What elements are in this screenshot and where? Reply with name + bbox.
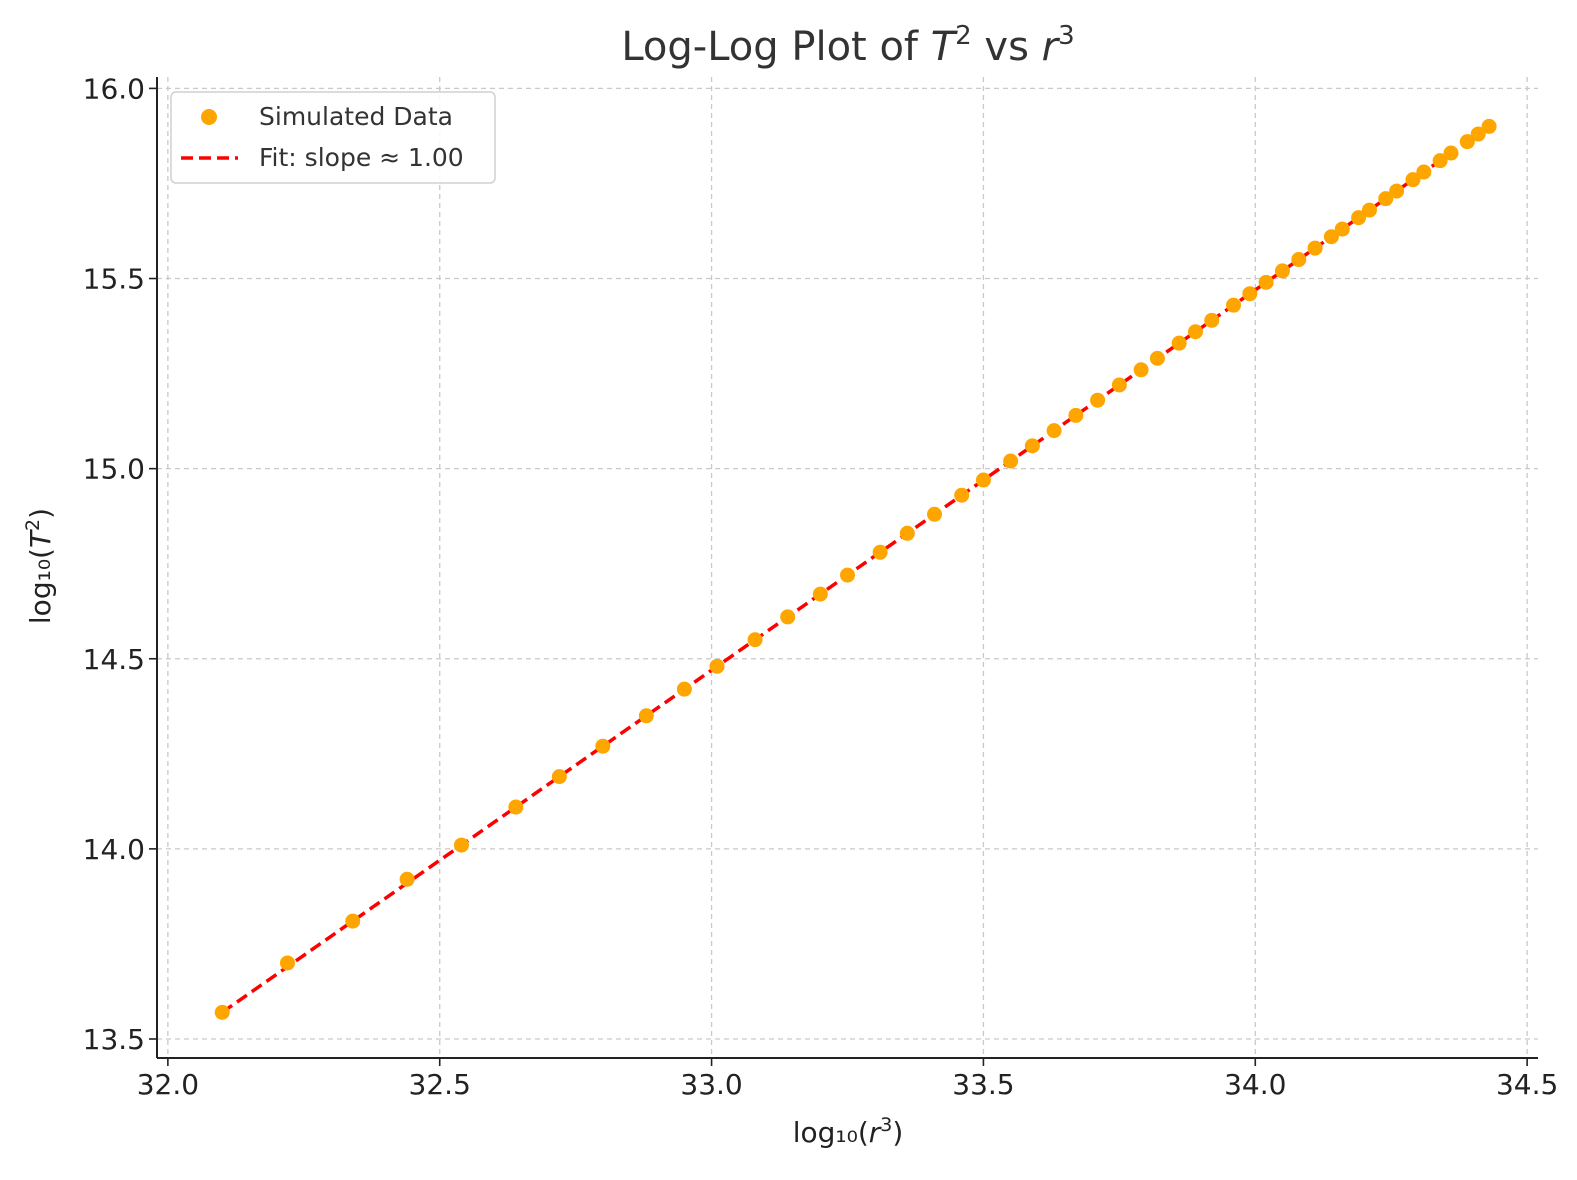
data-point: [1416, 164, 1432, 180]
legend-label-simulated-data: Simulated Data: [259, 102, 453, 131]
x-tick-label: 32.5: [409, 1068, 471, 1101]
data-point: [1068, 407, 1084, 423]
data-point: [1133, 362, 1149, 378]
legend-frame: [170, 91, 496, 184]
x-tick-label: 34.5: [1496, 1068, 1558, 1101]
data-point: [1459, 134, 1475, 150]
data-point: [812, 586, 828, 602]
data-point: [1242, 286, 1258, 302]
y-axis-label: log₁₀(T2): [22, 508, 57, 624]
data-point: [1323, 229, 1339, 245]
data-point: [1171, 335, 1187, 351]
chart-title: Log-Log Plot of T2 vs r3: [621, 21, 1074, 70]
legend: Simulated Data Fit: slope ≈ 1.00: [170, 91, 496, 184]
data-point: [595, 738, 611, 754]
data-point: [975, 472, 991, 488]
legend-label-fit: Fit: slope ≈ 1.00: [259, 143, 464, 172]
legend-marker-simulated-data: [201, 109, 217, 125]
x-tick-label: 32.0: [137, 1068, 199, 1101]
data-points-layer: [214, 118, 1497, 1020]
y-ticks: 13.5 14.0 14.5 15.0 15.5 16.0: [83, 72, 157, 1056]
x-axis-label: log₁₀(r3): [793, 1114, 904, 1149]
data-point: [926, 506, 942, 522]
data-point: [1361, 202, 1377, 218]
y-tick-label: 15.5: [83, 263, 145, 296]
data-point: [1046, 423, 1062, 439]
data-point: [954, 487, 970, 503]
data-point: [1432, 153, 1448, 169]
y-tick-label: 14.0: [83, 833, 145, 866]
data-point: [1204, 312, 1220, 328]
data-point: [399, 871, 415, 887]
data-point: [1405, 172, 1421, 188]
data-point: [1258, 274, 1274, 290]
data-point: [676, 681, 692, 697]
data-point: [899, 525, 915, 541]
data-point: [840, 567, 855, 583]
data-point: [1378, 191, 1394, 207]
data-point: [1187, 324, 1203, 340]
data-point: [1003, 453, 1019, 469]
x-ticks: 32.0 32.5 33.0 33.5 34.0 34.5: [137, 1058, 1558, 1101]
data-point: [1291, 252, 1307, 268]
data-point: [1334, 221, 1350, 237]
data-point: [709, 658, 725, 674]
data-point: [214, 1004, 230, 1020]
x-tick-label: 34.0: [1224, 1068, 1286, 1101]
data-point: [1111, 377, 1127, 393]
y-tick-label: 16.0: [83, 72, 145, 105]
data-point: [345, 913, 361, 929]
data-point: [1351, 210, 1367, 226]
data-point: [1024, 438, 1040, 454]
data-point: [1389, 183, 1405, 199]
data-point: [1149, 350, 1165, 366]
y-tick-label: 14.5: [83, 643, 145, 676]
data-point: [1481, 118, 1497, 134]
grid: [157, 77, 1538, 1058]
data-point: [872, 544, 888, 560]
y-tick-label: 13.5: [83, 1023, 145, 1056]
data-point: [453, 837, 469, 853]
data-point: [747, 632, 763, 648]
x-tick-label: 33.0: [680, 1068, 742, 1101]
data-point: [1307, 240, 1323, 256]
data-point: [1470, 126, 1486, 142]
data-point: [780, 609, 796, 625]
data-point: [1443, 145, 1459, 161]
x-tick-label: 33.5: [952, 1068, 1014, 1101]
data-point: [551, 769, 567, 785]
axes: [156, 77, 1538, 1059]
data-point: [1226, 297, 1242, 313]
y-tick-label: 15.0: [83, 453, 145, 486]
data-point: [279, 955, 295, 971]
data-point: [1274, 263, 1290, 279]
data-point: [638, 708, 654, 724]
data-point: [508, 799, 524, 815]
data-point: [1090, 392, 1106, 408]
